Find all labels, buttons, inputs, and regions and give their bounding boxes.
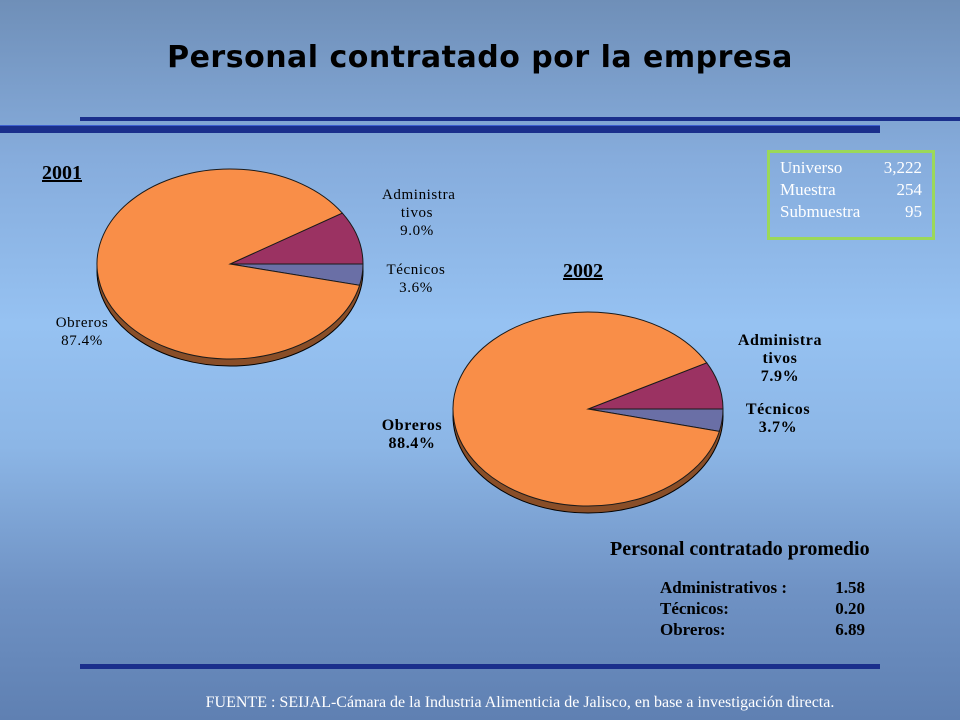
top-accent-bar: [80, 117, 960, 121]
info-value: 95: [905, 202, 922, 221]
pie-2001-label-tecnicos-name: Técnicos: [386, 262, 446, 278]
info-label: Submuestra: [780, 202, 861, 221]
info-label: Muestra: [780, 180, 836, 199]
pie-2001-label-obreros-value: 87.4%: [61, 333, 103, 349]
info-row-muestra: Muestra 254: [780, 179, 922, 201]
pie-2001-label-tecnicos: Técnicos 3.6%: [376, 261, 456, 297]
pie-2002-label-obreros-name: Obreros: [381, 417, 443, 434]
pie-2002-slice-obreros: [452, 311, 721, 507]
pie-2002-label-admin: Administra tivos 7.9%: [730, 332, 830, 386]
info-value: 254: [896, 180, 923, 199]
pie-2001-label-admin: Administra tivos 9.0%: [372, 186, 462, 240]
average-row-obreros: Obreros: 6.89: [660, 619, 865, 640]
info-row-submuestra: Submuestra 95: [780, 201, 922, 223]
pie-2002: [452, 311, 724, 514]
pie-2001-label-obreros: Obreros 87.4%: [42, 314, 122, 350]
pie-2001-slice-obreros: [96, 168, 361, 360]
average-row-admin: Administrativos : 1.58: [660, 577, 865, 598]
pie-2001-label-tecnicos-value: 3.6%: [399, 280, 433, 296]
pie-2001-label-admin-value: 9.0%: [400, 223, 434, 239]
average-value: 1.58: [835, 578, 865, 597]
pie-2002-label-tecnicos-value: 3.7%: [758, 419, 798, 436]
pie-2002-year: 2002: [563, 260, 603, 282]
info-label: Universo: [780, 158, 843, 177]
pie-2002-label-tecnicos-name: Técnicos: [745, 401, 811, 418]
average-value: 0.20: [835, 599, 865, 618]
info-value: 3,222: [883, 158, 922, 177]
average-value: 6.89: [835, 620, 865, 639]
pie-2001: [96, 168, 364, 367]
info-row-universo: Universo 3,222: [780, 157, 922, 179]
pie-2001-year: 2001: [42, 162, 82, 184]
average-title: Personal contratado promedio: [610, 538, 870, 560]
bottom-divider-bar: [80, 664, 880, 669]
average-row-tecnicos: Técnicos: 0.20: [660, 598, 865, 619]
pie-2002-label-obreros: Obreros 88.4%: [372, 417, 452, 453]
pie-2001-label-obreros-name: Obreros: [55, 315, 109, 331]
page-title: Personal contratado por la empresa: [167, 40, 793, 75]
pie-2002-label-admin-value: 7.9%: [760, 368, 800, 385]
source-note: FUENTE : SEIJAL-Cámara de la Industria A…: [205, 694, 835, 711]
top-divider-bar: [0, 125, 880, 133]
pie-2002-label-admin-name: Administra tivos: [737, 332, 823, 367]
average-label: Técnicos:: [660, 599, 729, 618]
pie-2002-label-obreros-value: 88.4%: [388, 435, 436, 452]
average-label: Obreros:: [660, 620, 726, 639]
pie-2001-label-admin-name: Administra tivos: [382, 187, 456, 221]
sample-info-box: Universo 3,222 Muestra 254 Submuestra 95: [767, 150, 935, 240]
average-list: Administrativos : 1.58 Técnicos: 0.20 Ob…: [660, 577, 865, 640]
average-label: Administrativos :: [660, 578, 788, 597]
pie-2002-label-tecnicos: Técnicos 3.7%: [738, 401, 818, 437]
